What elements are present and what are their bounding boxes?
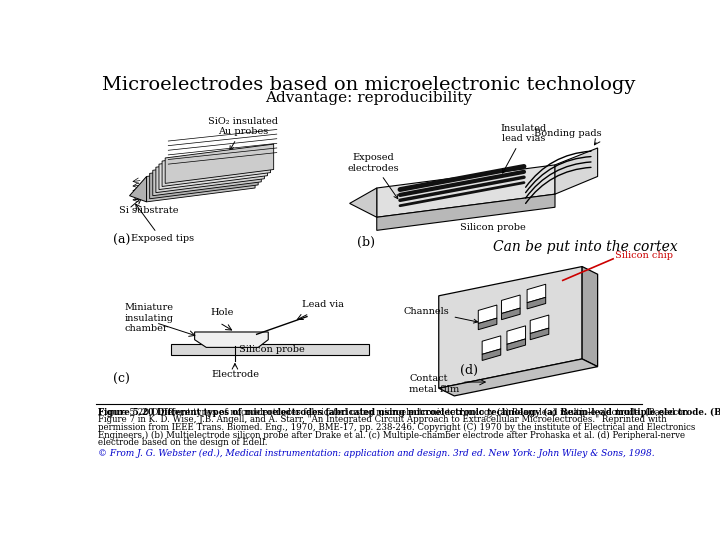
Text: Hole: Hole [210, 308, 233, 316]
Text: Advantage: reproducibility: Advantage: reproducibility [266, 91, 472, 105]
Polygon shape [507, 339, 526, 350]
Polygon shape [527, 298, 546, 309]
Text: Silicon probe: Silicon probe [239, 345, 305, 354]
Text: SiO₂ insulated
Au probes: SiO₂ insulated Au probes [209, 117, 279, 150]
Text: Engineers.) (b) Multielectrode silicon probe after Drake et al. (c) Multiple-cha: Engineers.) (b) Multielectrode silicon p… [98, 430, 685, 440]
Text: Silicon probe: Silicon probe [460, 222, 526, 232]
Text: Silicon chip: Silicon chip [616, 251, 673, 260]
Polygon shape [502, 308, 520, 320]
Text: Miniature
insulating
chamber: Miniature insulating chamber [125, 303, 174, 333]
Text: © From J. G. Webster (ed.), Medical instrumentation: application and design. 3rd: © From J. G. Webster (ed.), Medical inst… [98, 449, 654, 458]
Polygon shape [153, 157, 261, 195]
Polygon shape [482, 336, 500, 354]
Text: Figure 5.20 Different types of microelectrodes fabricated using microelectronic : Figure 5.20 Different types of microelec… [98, 408, 688, 416]
Polygon shape [147, 163, 255, 202]
Polygon shape [377, 165, 555, 217]
Text: Bonding pads: Bonding pads [534, 129, 601, 138]
Polygon shape [527, 284, 546, 303]
Polygon shape [482, 349, 500, 361]
Text: electrode based on the design of Edell.: electrode based on the design of Edell. [98, 438, 267, 447]
Text: Si substrate: Si substrate [120, 206, 179, 215]
Polygon shape [507, 326, 526, 345]
Text: Insulated
lead vias: Insulated lead vias [501, 124, 547, 173]
Text: Electrode: Electrode [211, 370, 259, 380]
Polygon shape [156, 153, 264, 193]
Polygon shape [478, 318, 497, 330]
Polygon shape [438, 267, 582, 388]
Polygon shape [582, 267, 598, 367]
Polygon shape [502, 295, 520, 314]
Text: Figure 5.20 Different types of microelectrodes fabricated using microelectronic : Figure 5.20 Different types of microelec… [98, 408, 720, 416]
Text: permission from IEEE Trans. Biomed. Eng., 1970, BME-17, pp. 238-246. Copyright (: permission from IEEE Trans. Biomed. Eng.… [98, 423, 695, 432]
Polygon shape [350, 188, 377, 217]
Polygon shape [555, 148, 598, 194]
Polygon shape [530, 315, 549, 334]
Polygon shape [130, 177, 147, 202]
Text: Figure 7 in K. D. Wise, J.B. Angell, and A. Starr, "An Integrated Circuit Approa: Figure 7 in K. D. Wise, J.B. Angell, and… [98, 415, 667, 424]
Text: Lead via: Lead via [302, 300, 343, 309]
Polygon shape [438, 359, 598, 396]
Text: (c): (c) [113, 373, 130, 386]
Text: Can be put into the cortex: Can be put into the cortex [493, 240, 678, 254]
Text: Channels: Channels [404, 307, 477, 323]
Polygon shape [478, 305, 497, 323]
Text: (a): (a) [113, 234, 130, 247]
Polygon shape [150, 159, 258, 199]
Text: (b): (b) [357, 236, 375, 249]
Text: Contact
metal film: Contact metal film [409, 374, 459, 394]
Text: Exposed
electrodes: Exposed electrodes [347, 153, 399, 199]
Polygon shape [194, 332, 269, 347]
Bar [171, 345, 369, 355]
Text: Exposed tips: Exposed tips [130, 234, 194, 243]
Polygon shape [159, 150, 267, 190]
Text: Microelectrodes based on microelectronic technology: Microelectrodes based on microelectronic… [102, 76, 636, 94]
Polygon shape [530, 328, 549, 340]
Polygon shape [377, 194, 555, 231]
Bar [225, 334, 245, 346]
Polygon shape [162, 147, 271, 186]
Text: (d): (d) [461, 363, 479, 376]
Polygon shape [165, 144, 274, 184]
